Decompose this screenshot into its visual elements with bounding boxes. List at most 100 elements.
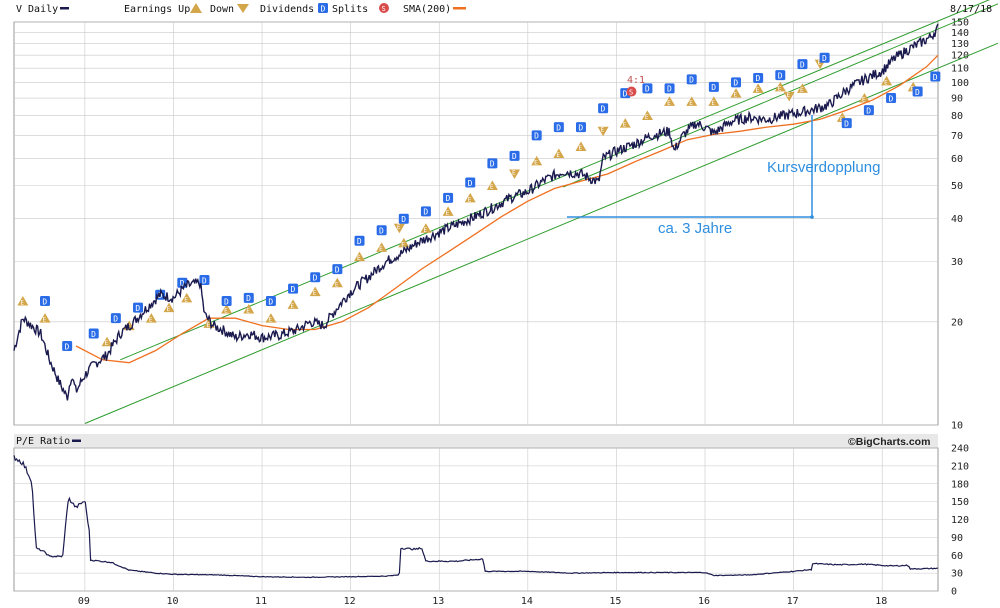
pe-y-tick-label: 210 — [951, 461, 969, 472]
x-tick-label: 10 — [166, 596, 178, 607]
earnings-up-shape — [420, 223, 432, 233]
earnings-up-shape — [17, 296, 29, 306]
earnings-up-shape — [619, 118, 631, 128]
dividend-marker: D — [265, 296, 276, 306]
legend-earnings-up: Earnings Up — [124, 4, 190, 15]
dividend-letter: D — [268, 297, 273, 306]
price-y-tick-label: 130 — [951, 39, 969, 50]
earnings-up-marker: E — [420, 223, 432, 234]
earnings-down-marker: E — [597, 126, 609, 137]
chart-header: V Daily Earnings Up Down Dividends D Spl… — [16, 3, 992, 15]
earnings-up-marker: E — [265, 313, 277, 324]
earnings-letter: E — [206, 322, 210, 329]
pe-y-tick-label: 30 — [951, 569, 963, 580]
earnings-up-marker: E — [376, 242, 388, 253]
x-tick-label: 15 — [609, 596, 621, 607]
earnings-up-shape — [309, 286, 321, 297]
pe-header-band — [14, 434, 938, 448]
dividend-marker: D — [398, 213, 409, 224]
split-letter: S — [629, 89, 633, 97]
earnings-letter: E — [645, 114, 649, 121]
sma-line-icon — [453, 7, 466, 10]
price-y-tick-label: 140 — [951, 28, 969, 39]
earnings-letter: E — [667, 100, 671, 107]
dividend-marker: D — [642, 83, 653, 94]
earnings-letter: E — [734, 92, 738, 99]
dividend-box — [664, 83, 675, 94]
earnings-up-shape — [686, 96, 698, 106]
earnings-letter: E — [105, 340, 109, 347]
dividend-letter: D — [423, 208, 428, 217]
ticker-label: V Daily — [16, 4, 58, 15]
dividend-letter: D — [756, 74, 761, 83]
earnings-up-marker: E — [39, 313, 51, 324]
earnings-up-shape — [553, 148, 565, 158]
earnings-up-marker: E — [464, 192, 476, 203]
earnings-letter: E — [623, 122, 627, 129]
earnings-up-shape — [181, 292, 193, 303]
earnings-up-shape — [376, 242, 388, 252]
dividend-marker: D — [133, 302, 144, 313]
earnings-letter: E — [756, 87, 760, 94]
price-line — [13, 23, 939, 401]
earnings-letter: E — [20, 300, 24, 307]
legend-sma: SMA(200) — [403, 4, 451, 15]
dividend-marker: D — [553, 122, 564, 132]
earnings-letter: E — [357, 255, 361, 262]
split-ratio-label: 4:1 — [627, 75, 645, 86]
dividend-box — [863, 105, 874, 116]
earnings-up-marker: E — [442, 206, 454, 217]
earnings-letter: E — [534, 159, 538, 166]
dividend-letter: D — [822, 54, 827, 63]
price-y-tick-label: 110 — [951, 64, 969, 75]
dividend-marker: D — [575, 122, 586, 132]
earnings-letter: E — [818, 60, 822, 67]
dividend-marker: D — [177, 277, 188, 288]
earnings-up-marker: E — [553, 148, 565, 159]
earnings-up-marker: E — [243, 304, 255, 315]
earnings-up-marker: E — [881, 75, 893, 86]
dividend-marker: D — [775, 70, 786, 81]
svg-text:S: S — [382, 5, 386, 13]
earnings-down-shape — [393, 223, 405, 234]
earnings-letter: E — [379, 246, 383, 253]
dividend-box — [775, 70, 786, 81]
earnings-up-marker: E — [486, 180, 498, 191]
earnings-up-shape — [858, 93, 870, 103]
pe-y-tick-label: 120 — [951, 515, 969, 526]
earnings-up-marker: E — [287, 299, 299, 310]
dividend-marker: D — [288, 283, 299, 294]
price-y-tick-label: 70 — [951, 131, 963, 142]
dividend-marker: D — [664, 83, 675, 94]
x-tick-label: 16 — [698, 596, 710, 607]
pe-y-tick-label: 180 — [951, 479, 969, 490]
dividend-box — [221, 296, 232, 307]
x-tick-label: 09 — [78, 596, 90, 607]
legend-down: Down — [210, 4, 234, 15]
earnings-letter: E — [291, 303, 295, 310]
earnings-up-shape — [774, 81, 786, 92]
earnings-letter: E — [313, 290, 317, 297]
dividend-box — [531, 130, 542, 141]
split-marker: S — [626, 86, 637, 97]
dividend-letter: D — [65, 342, 70, 351]
pe-label: P/E Ratio — [16, 436, 70, 447]
earnings-up-marker: E — [181, 292, 193, 303]
doubling-annotation: Kursverdopplung ca. 3 Jahre — [567, 115, 880, 237]
dividend-box — [88, 328, 99, 339]
dividend-box — [731, 77, 742, 88]
x-tick-label: 11 — [255, 596, 267, 607]
sma-200-line — [75, 54, 939, 364]
dividend-marker: D — [819, 52, 830, 63]
price-y-tick-label: 80 — [951, 111, 963, 122]
x-tick-label: 12 — [344, 596, 356, 607]
dividend-box — [332, 264, 343, 275]
earnings-up-shape — [354, 251, 366, 262]
dividend-box — [642, 83, 653, 94]
dividend-box — [443, 192, 454, 203]
x-tick-label: 13 — [432, 596, 444, 607]
earnings-up-shape — [442, 206, 454, 216]
earnings-down-marker: E — [393, 223, 405, 234]
